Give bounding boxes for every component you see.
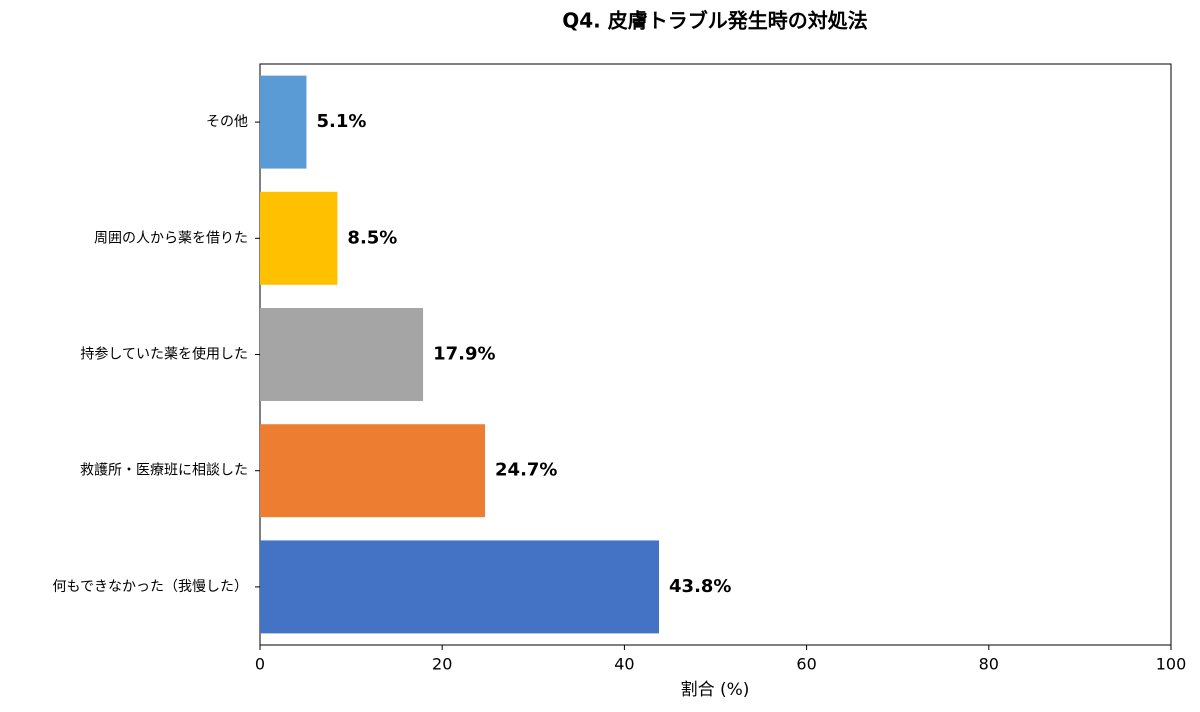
x-tick-label: 80 [979,655,999,674]
x-tick-label: 40 [614,655,634,674]
y-tick-label: その他 [206,114,248,130]
x-tick-label: 0 [255,655,265,674]
value-label: 5.1% [316,111,366,132]
bar [260,75,307,169]
bar [260,424,486,518]
y-tick-label: 何もできなかった（我慢した） [53,578,248,595]
value-label: 43.8% [669,576,731,597]
bar [260,191,338,285]
value-label: 8.5% [347,227,397,248]
x-tick-label: 20 [432,655,452,674]
chart-title: Q4. 皮膚トラブル発生時の対処法 [562,9,867,33]
y-tick-label: 救護所・医療班に相談した [80,462,248,479]
y-tick-label: 周囲の人から薬を借りた [94,230,248,246]
value-label: 24.7% [495,460,557,481]
x-axis-label: 割合 (%) [681,680,750,700]
x-tick-label: 60 [796,655,816,674]
value-label: 17.9% [433,344,495,365]
bar [260,540,660,634]
x-tick-label: 100 [1156,655,1187,674]
y-tick-label: 持参していた薬を使用した [80,346,248,363]
bar [260,308,424,401]
